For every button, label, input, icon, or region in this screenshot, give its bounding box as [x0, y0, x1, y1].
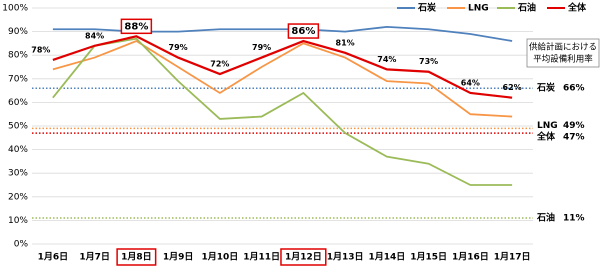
data-label: 74% — [377, 55, 396, 64]
x-tick-label: 1月8日 — [121, 252, 152, 263]
reference-name: 全体 — [536, 131, 556, 143]
legend-label: 石油 — [517, 2, 536, 14]
annotation: 平均設備利用率 — [533, 54, 593, 65]
highlight-box — [116, 248, 157, 266]
data-label: 62% — [503, 83, 522, 92]
reference-label: 66% — [563, 84, 585, 94]
series-line — [52, 40, 513, 118]
data-label: 73% — [419, 57, 438, 66]
reference-label: 49% — [563, 121, 585, 131]
data-label: 64% — [461, 78, 480, 87]
annotation-box — [526, 38, 600, 68]
x-tick-label: 1月13日 — [327, 252, 364, 263]
data-label: 72% — [210, 60, 229, 69]
reference-label: 47% — [563, 133, 585, 143]
reference-name: 石油 — [536, 212, 555, 224]
reference-name: 石炭 — [536, 82, 555, 94]
y-tick-label: 100% — [2, 4, 28, 14]
data-label: 79% — [252, 43, 271, 52]
reference-name: LNG — [537, 121, 558, 131]
x-tick-label: 1月16日 — [452, 252, 489, 263]
y-tick-label: 10% — [8, 216, 28, 226]
y-tick-label: 40% — [8, 145, 28, 155]
x-tick-label: 1月10日 — [201, 252, 238, 263]
y-tick-label: 50% — [8, 122, 28, 132]
y-tick-label: 30% — [8, 169, 28, 179]
data-label: 81% — [336, 38, 355, 47]
y-tick-label: 60% — [8, 98, 28, 108]
x-tick-label: 1月6日 — [38, 252, 69, 263]
legend-label: LNG — [468, 4, 489, 14]
highlight-box — [280, 248, 327, 266]
x-tick-label: 1月12日 — [285, 252, 322, 263]
legend-label: 全体 — [567, 2, 587, 14]
highlight-box — [287, 23, 320, 39]
data-label: 78% — [31, 45, 50, 54]
x-tick-label: 1月14日 — [368, 252, 405, 263]
x-tick-label: 1月9日 — [163, 252, 194, 263]
data-label: 79% — [169, 43, 188, 52]
highlight-box — [120, 18, 153, 35]
series-line — [52, 35, 513, 99]
data-label: 84% — [85, 31, 104, 40]
y-tick-label: 80% — [8, 51, 28, 61]
x-tick-label: 1月15日 — [410, 252, 447, 263]
data-label: 86% — [291, 26, 315, 37]
y-tick-label: 20% — [8, 192, 28, 202]
x-tick-label: 1月11日 — [243, 252, 280, 263]
y-tick-label: 70% — [8, 74, 28, 84]
y-tick-label: 90% — [8, 27, 28, 37]
x-tick-label: 1月7日 — [79, 252, 110, 263]
legend-label: 石炭 — [417, 2, 436, 14]
data-label: 88% — [124, 21, 148, 32]
y-tick-label: 0% — [14, 240, 29, 250]
series-line — [52, 37, 513, 186]
reference-label: 11% — [563, 214, 585, 224]
x-tick-label: 1月17日 — [494, 252, 531, 263]
annotation: 供給計画における — [529, 42, 597, 53]
